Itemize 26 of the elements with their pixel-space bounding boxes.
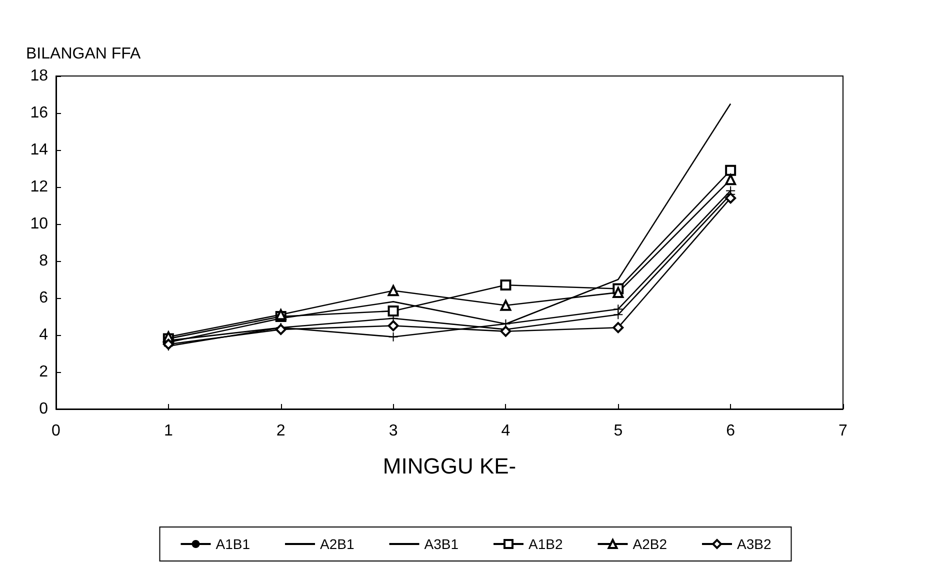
x-tick-label: 1	[164, 422, 173, 440]
y-tick-label: 6	[39, 290, 48, 306]
y-tick-label: 16	[30, 104, 48, 122]
legend-label: A2B2	[632, 536, 668, 552]
x-tick-label: 2	[276, 422, 286, 440]
y-tick-label: 14	[30, 142, 48, 158]
y-tick-label: 18	[30, 68, 48, 84]
x-tick-label: 5	[614, 422, 623, 440]
x-tick-label: 7	[838, 422, 848, 440]
x-tick-label: 6	[726, 422, 736, 440]
y-tick-label: 0	[39, 400, 48, 418]
y-tick-label: 4	[39, 326, 48, 344]
y-tick-label: 12	[30, 178, 48, 196]
x-tick-label: 4	[501, 422, 510, 440]
x-tick-label: 3	[388, 422, 398, 440]
x-axis-title: MINGGU KE-	[382, 454, 516, 478]
legend-label: A3B1	[424, 536, 459, 552]
legend-label: A1B1	[216, 536, 250, 552]
y-tick-label: 10	[30, 216, 48, 232]
legend-label: A1B2	[528, 536, 563, 552]
y-tick-label: 2	[39, 364, 48, 380]
y-axis-title: BILANGAN FFA	[26, 46, 142, 62]
x-tick-label: 0	[52, 422, 61, 440]
legend-label: A3B2	[736, 536, 772, 552]
y-tick-label: 8	[39, 252, 48, 270]
legend-label: A2B1	[320, 536, 354, 552]
